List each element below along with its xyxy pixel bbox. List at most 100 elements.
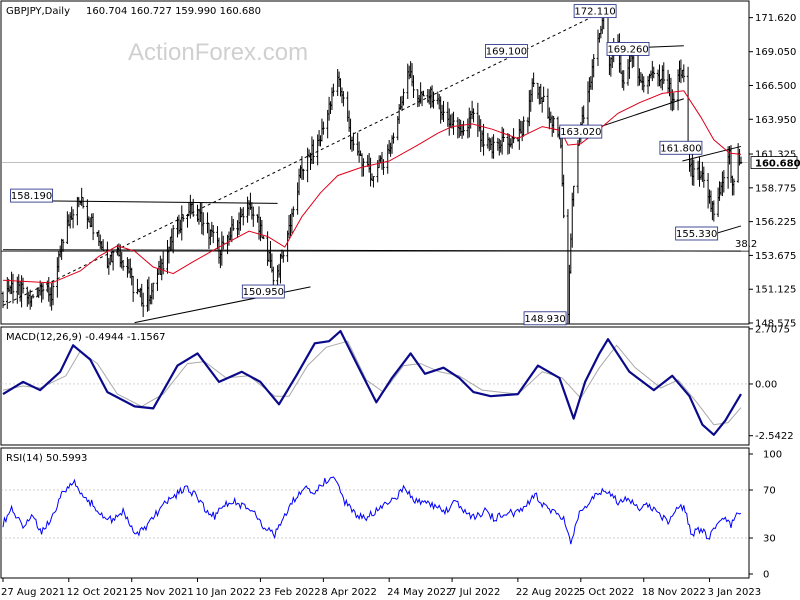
price-bar: [141, 292, 145, 318]
price-label-text: 169.260: [607, 44, 648, 55]
price-bar: [322, 121, 325, 135]
price-bar: [292, 206, 295, 217]
price-bar: [21, 277, 25, 294]
price-label: 169.100: [485, 44, 528, 58]
price-bar: [352, 132, 355, 151]
price-y-tick-label: 153.675: [755, 251, 796, 262]
price-bar: [221, 235, 225, 250]
price-bar: [492, 134, 495, 159]
price-bar: [201, 212, 205, 236]
price-bar: [61, 239, 65, 252]
price-label: 158.190: [10, 188, 54, 203]
price-y-tick-label: 163.950: [755, 115, 796, 126]
price-y-tick-label: 156.225: [755, 217, 796, 228]
x-axis-tick-label: 10 Jan 2022: [196, 587, 256, 598]
price-y-tick-label: 161.325: [755, 150, 796, 161]
price-bar: [392, 132, 395, 144]
x-axis-tick-label: 7 Jul 2022: [450, 587, 500, 598]
price-label-box: [606, 42, 650, 56]
price-bar: [1, 291, 5, 309]
price-label-text: 150.950: [243, 287, 284, 298]
macd-title: MACD(12,26,9) -0.4944 -1.1567: [6, 332, 166, 343]
price-label: 150.950: [241, 284, 285, 299]
price-bar: [552, 116, 555, 134]
price-bar: [452, 111, 455, 135]
price-bar: [692, 159, 696, 186]
x-axis-tick-label: 23 Feb 2022: [258, 587, 320, 598]
price-label-box: [659, 140, 703, 155]
macd-main-line: [2, 330, 742, 436]
current-price-badge: [750, 156, 798, 169]
rsi-title: RSI(14) 50.5993: [6, 453, 87, 464]
price-label: 161.800: [659, 140, 703, 155]
axis-layer: 171.620 169.050 166.500 163.950 161.325 158.7…: [1, 13, 800, 598]
price-bar: [372, 176, 375, 188]
price-label: 148.930: [523, 311, 567, 326]
price-bar: [532, 72, 535, 88]
price-bar: [482, 123, 485, 156]
fib-38-2-label: 38.2: [735, 239, 757, 250]
price-bar: [251, 206, 255, 227]
price-bar: [512, 128, 515, 144]
price-bar: [332, 83, 335, 97]
price-bar: [522, 116, 525, 137]
price-label-text: 169.100: [486, 47, 527, 58]
x-axis-tick-label: 22 Aug 2022: [516, 587, 580, 598]
price-y-tick-label: 171.620: [755, 13, 796, 24]
price-bar: [652, 66, 656, 79]
x-axis-tick-label: 25 Nov 2021: [130, 587, 194, 598]
price-bar: [71, 209, 75, 229]
price-bar: [231, 218, 235, 231]
price-bar: [181, 214, 185, 222]
x-axis-tick-label: 5 Oct 2022: [579, 587, 634, 598]
macd-y-tick-label: 0.00: [755, 379, 777, 390]
x-axis-tick-label: 27 Aug 2021: [1, 587, 65, 598]
symbol-header: GBPJPY,Daily: [6, 6, 70, 17]
price-label: 155.330: [675, 226, 719, 241]
trendline-8: [2, 249, 742, 252]
price-bar: [302, 168, 305, 180]
x-axis-tick-label: 3 Jan 2023: [708, 587, 762, 598]
price-bar: [31, 294, 35, 299]
price-label-text: 158.190: [11, 191, 52, 202]
trendline-1: [31, 200, 278, 204]
price-bar: [412, 75, 415, 98]
macd-signal-line: [2, 340, 742, 426]
price-bar: [739, 156, 743, 165]
moving-average-line: [2, 90, 742, 284]
price-bar: [622, 70, 626, 91]
price-bar: [51, 281, 55, 306]
current-price-label: 160.680: [755, 159, 800, 170]
price-bar: [562, 174, 565, 219]
price-y-tick-label: 158.775: [755, 183, 796, 194]
ohlc-header: 160.704 160.727 159.990 160.680: [86, 6, 261, 17]
price-bar: [442, 100, 445, 122]
price-bar: [502, 128, 505, 142]
price-bar: [111, 251, 115, 271]
rsi-y-tick-label: 70: [763, 486, 776, 497]
x-axis-tick-label: 18 Nov 2022: [642, 587, 706, 598]
price-bar: [272, 266, 275, 288]
price-y-tick-label: 169.050: [755, 47, 796, 58]
price-label-text: 161.800: [660, 143, 701, 154]
rsi-y-tick-label: 0: [763, 570, 769, 581]
price-bar: [462, 120, 465, 136]
price-bar: [41, 283, 45, 300]
price-bar: [171, 225, 175, 254]
price-label-box: [675, 226, 719, 241]
price-bar: [282, 251, 285, 263]
price-bar: [642, 76, 646, 93]
price-bar: [472, 108, 475, 123]
rsi-layer: [1, 476, 749, 545]
price-bar: [191, 198, 195, 217]
price-y-tick-label: 151.125: [755, 285, 796, 296]
price-label-text: 148.930: [524, 314, 565, 325]
price-bar: [262, 236, 265, 240]
price-bar: [732, 178, 736, 196]
x-axis-tick-label: 12 Oct 2021: [67, 587, 129, 598]
price-bar: [582, 105, 585, 124]
price-bar: [131, 275, 135, 302]
x-axis-tick-label: 8 Apr 2022: [321, 587, 376, 598]
